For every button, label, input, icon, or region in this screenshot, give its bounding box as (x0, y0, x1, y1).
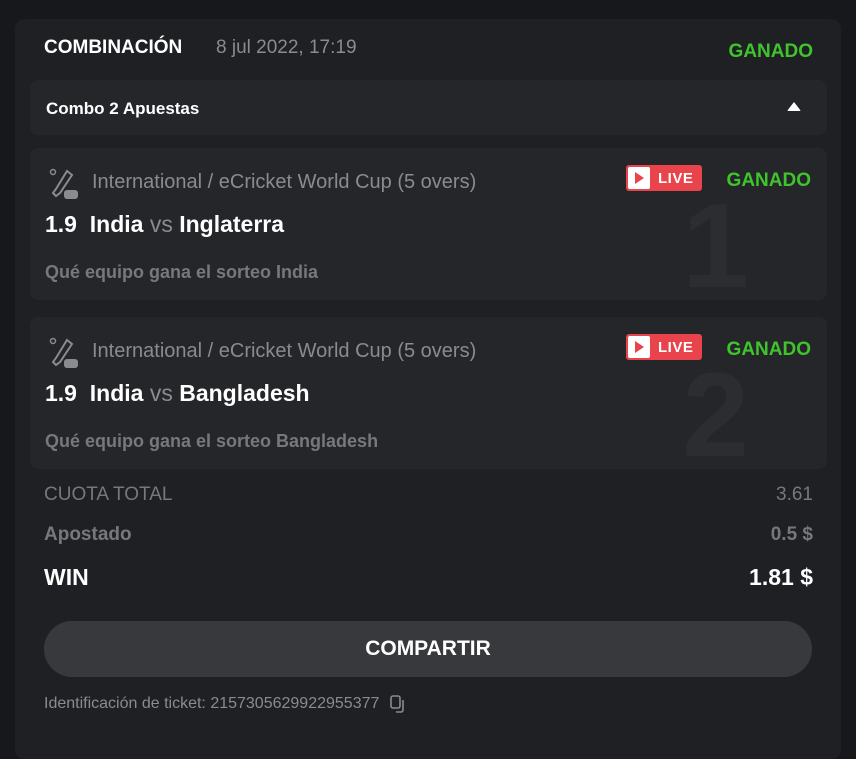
selection: Qué equipo gana el sorteo India (45, 262, 319, 282)
stake-row: Apostado 0.5 $ (44, 524, 813, 545)
share-button[interactable]: COMPARTIR (44, 621, 812, 677)
ecricket-icon (49, 337, 78, 368)
total-odds-row: CUOTA TOTAL 3.61 (44, 484, 813, 505)
combo-label: Combo 2 Apuestas (46, 99, 200, 118)
bet-status: GANADO (726, 170, 811, 191)
selection: Qué equipo gana el sorteo Bangladesh (45, 431, 379, 451)
match: 1.9 India vs Bangladesh (45, 380, 310, 406)
win-row: WIN 1.81 $ (44, 564, 813, 590)
ticket-id: Identificación de ticket: 21573056299229… (44, 694, 409, 714)
play-icon (628, 167, 650, 189)
card-header: COMBINACIÓN 8 jul 2022, 17:19 GANADO (44, 37, 813, 67)
bet-item: 1 International / eCricket World Cup (5 … (30, 148, 827, 300)
bet-date: 8 jul 2022, 17:19 (216, 37, 357, 58)
caret-up-icon (787, 102, 801, 111)
live-badge: LIVE (626, 165, 702, 191)
status-badge: GANADO (728, 41, 813, 62)
combo-toggle[interactable]: Combo 2 Apuestas (30, 80, 827, 135)
match: 1.9 India vs Inglaterra (45, 211, 285, 237)
bet-status: GANADO (726, 339, 811, 360)
bet-type: COMBINACIÓN (44, 37, 183, 58)
bet-item: 2 International / eCricket World Cup (5 … (30, 317, 827, 469)
copy-icon[interactable] (389, 694, 409, 714)
live-badge: LIVE (626, 334, 702, 360)
bet-index: 2 (682, 348, 749, 469)
league-name: International / eCricket World Cup (5 ov… (92, 171, 477, 193)
bet-card: COMBINACIÓN 8 jul 2022, 17:19 GANADO Com… (15, 19, 841, 759)
play-icon (628, 336, 650, 358)
ecricket-icon (49, 168, 78, 199)
league-name: International / eCricket World Cup (5 ov… (92, 340, 477, 362)
bet-index: 1 (682, 179, 749, 300)
